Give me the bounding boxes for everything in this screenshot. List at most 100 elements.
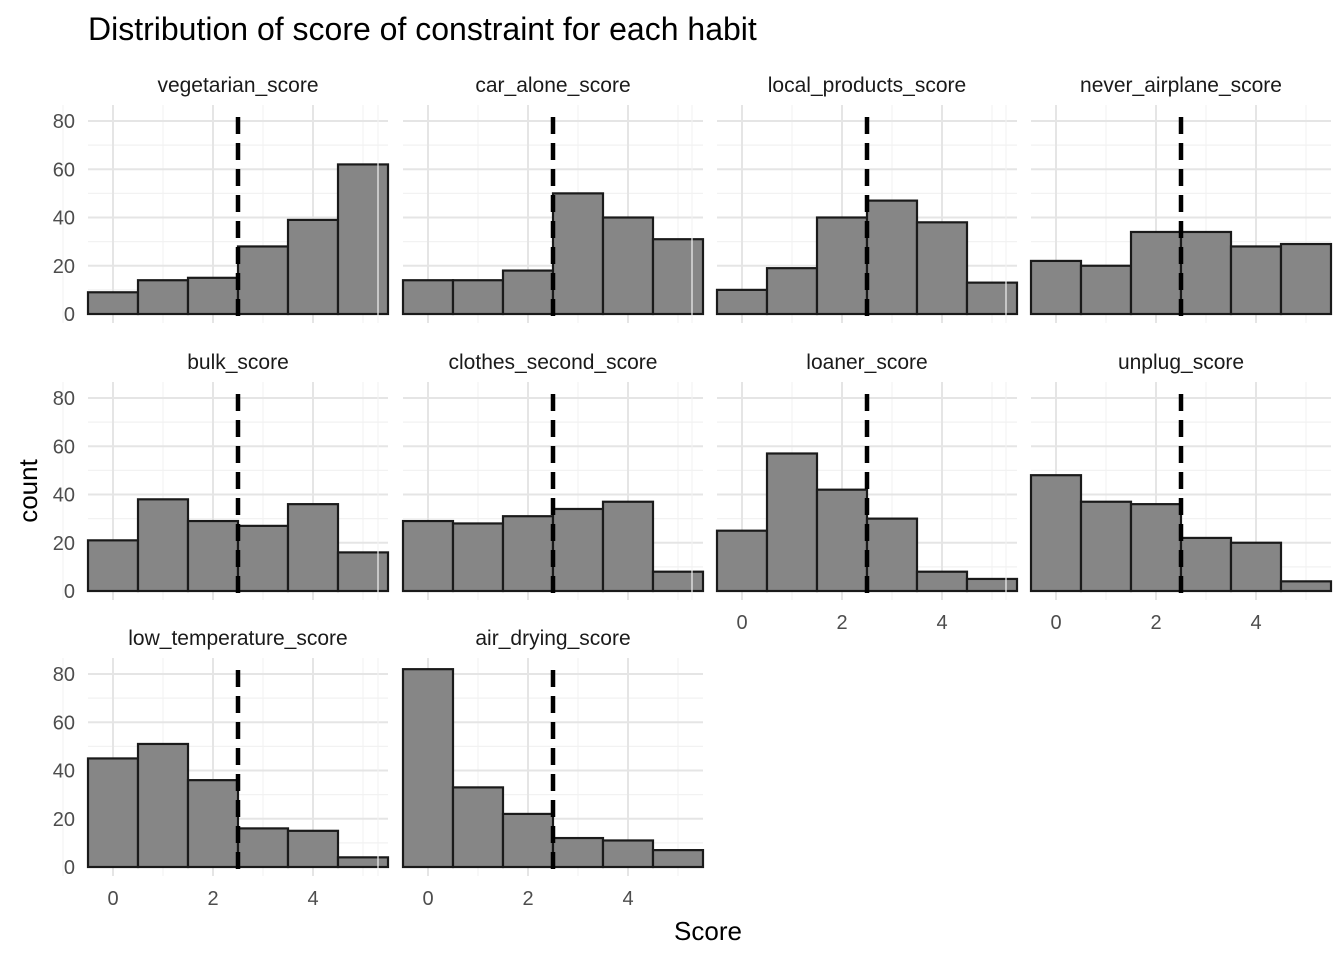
histogram-bar — [501, 812, 555, 869]
facet-strip-label: bulk_score — [187, 351, 289, 374]
facet-panel: air_drying_score 0 2 4 — [377, 627, 705, 910]
x-tick-label: 0 — [107, 888, 118, 910]
y-tick-label: 20 — [53, 256, 75, 278]
y-tick-label: 40 — [53, 485, 75, 507]
x-tick-label: 4 — [1250, 612, 1261, 634]
facet-strip-label: air_drying_score — [475, 627, 630, 650]
histogram-bar — [551, 192, 605, 316]
histogram-bar — [1079, 264, 1133, 316]
histogram-bar — [336, 163, 390, 316]
chart-title-text: Distribution of score of constraint for … — [88, 11, 757, 47]
histogram-bar — [651, 849, 705, 869]
y-tick-label: 20 — [53, 533, 75, 555]
histogram-bar — [1229, 245, 1283, 316]
histogram-bar — [1129, 503, 1183, 593]
y-tick-label: 0 — [64, 304, 75, 326]
histogram-bar — [1279, 580, 1333, 593]
histogram-bar — [186, 276, 240, 316]
y-tick-label: 80 — [53, 388, 75, 410]
histogram-bar — [1079, 500, 1133, 593]
histogram-bar — [601, 839, 655, 869]
x-tick-label: 2 — [522, 888, 533, 910]
facet-strip-label: never_airplane_score — [1080, 74, 1282, 97]
y-tick-label: 0 — [64, 581, 75, 603]
histogram-bar — [86, 757, 140, 869]
histogram-bar — [501, 269, 555, 316]
facet-panel: vegetarian_score 0 20 40 60 80 — [53, 74, 390, 326]
x-tick-label: 4 — [307, 888, 318, 910]
histogram-bar — [286, 503, 340, 593]
histogram-bar — [451, 786, 505, 869]
histogram-bar — [336, 856, 390, 869]
histogram-bar — [286, 218, 340, 316]
x-tick-label: 4 — [936, 612, 947, 634]
y-tick-label: 0 — [64, 857, 75, 879]
histogram-bar — [815, 216, 869, 316]
facet-panel: never_airplane_score — [1005, 74, 1333, 323]
facet-strip-label: low_temperature_score — [128, 627, 347, 650]
y-tick-label: 60 — [53, 159, 75, 181]
histogram-bar — [965, 281, 1019, 316]
facet-strip-label: unplug_score — [1118, 351, 1244, 374]
histogram-bar — [186, 779, 240, 869]
histogram-bar — [86, 291, 140, 316]
x-tick-label: 0 — [736, 612, 747, 634]
facet-panels: vegetarian_score020406080car_alone_score… — [53, 74, 1333, 910]
histogram-bar — [136, 279, 190, 316]
facet-strip-label: local_products_score — [768, 74, 966, 97]
x-tick-label: 2 — [207, 888, 218, 910]
histogram-bar — [86, 539, 140, 593]
facet-panel: loaner_score 0 2 4 — [691, 351, 1019, 634]
histogram-bar — [136, 498, 190, 593]
y-axis-title: count — [13, 458, 43, 522]
histogram-bar — [715, 288, 769, 316]
histogram-bar — [1129, 230, 1183, 316]
histogram-bar — [601, 216, 655, 316]
histogram-bar — [915, 221, 969, 316]
histogram-bar — [1029, 474, 1083, 593]
facet-panel: bulk_score 0 20 40 60 80 — [53, 351, 390, 603]
y-tick-label: 80 — [53, 111, 75, 133]
histogram-bar — [1179, 536, 1233, 593]
histogram-bar — [1279, 242, 1333, 316]
histogram-bar — [186, 519, 240, 593]
histogram-bar — [815, 488, 869, 593]
histogram-bar — [865, 199, 919, 316]
facet-panel: car_alone_score — [377, 74, 705, 323]
facet-panel: local_products_score — [691, 74, 1019, 323]
histogram-bar — [136, 742, 190, 869]
histogram-bar — [236, 827, 290, 869]
histogram-bar — [1029, 259, 1083, 316]
facet-strip-label: loaner_score — [806, 351, 927, 374]
facet-panel: low_temperature_score 0 20 40 60 80 0 2 4 — [53, 627, 390, 910]
y-tick-label: 40 — [53, 761, 75, 783]
y-tick-label: 20 — [53, 809, 75, 831]
histogram-bar — [651, 570, 705, 593]
histogram-bar — [236, 524, 290, 593]
histogram-bar — [965, 577, 1019, 593]
x-tick-label: 0 — [422, 888, 433, 910]
histogram-bar — [336, 551, 390, 593]
histogram-bar — [765, 452, 819, 593]
histogram-bar — [765, 267, 819, 316]
histogram-bar — [715, 529, 769, 593]
histogram-bar — [401, 279, 455, 316]
histogram-bar — [865, 517, 919, 593]
histogram-bar — [1229, 541, 1283, 593]
facet-strip-label: vegetarian_score — [157, 74, 318, 97]
histogram-bar — [401, 519, 455, 593]
facet-strip-label: clothes_second_score — [449, 351, 658, 374]
facet-panel: unplug_score 0 2 4 — [1005, 351, 1333, 634]
histogram-bar — [236, 245, 290, 316]
histogram-bar — [286, 829, 340, 869]
histogram-bar — [401, 668, 455, 869]
y-tick-label: 40 — [53, 208, 75, 230]
histogram-bar — [1179, 230, 1233, 316]
y-tick-label: 80 — [53, 664, 75, 686]
x-tick-label: 4 — [622, 888, 633, 910]
facet-panel: clothes_second_score — [377, 351, 705, 600]
histogram-bar — [915, 570, 969, 593]
x-axis-title: Score — [674, 916, 742, 946]
x-tick-label: 2 — [836, 612, 847, 634]
